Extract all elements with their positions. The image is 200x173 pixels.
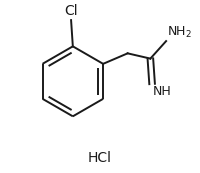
Text: Cl: Cl [64,4,78,18]
Text: HCl: HCl [88,151,112,165]
Text: NH: NH [153,85,172,98]
Text: NH$_2$: NH$_2$ [167,25,192,40]
